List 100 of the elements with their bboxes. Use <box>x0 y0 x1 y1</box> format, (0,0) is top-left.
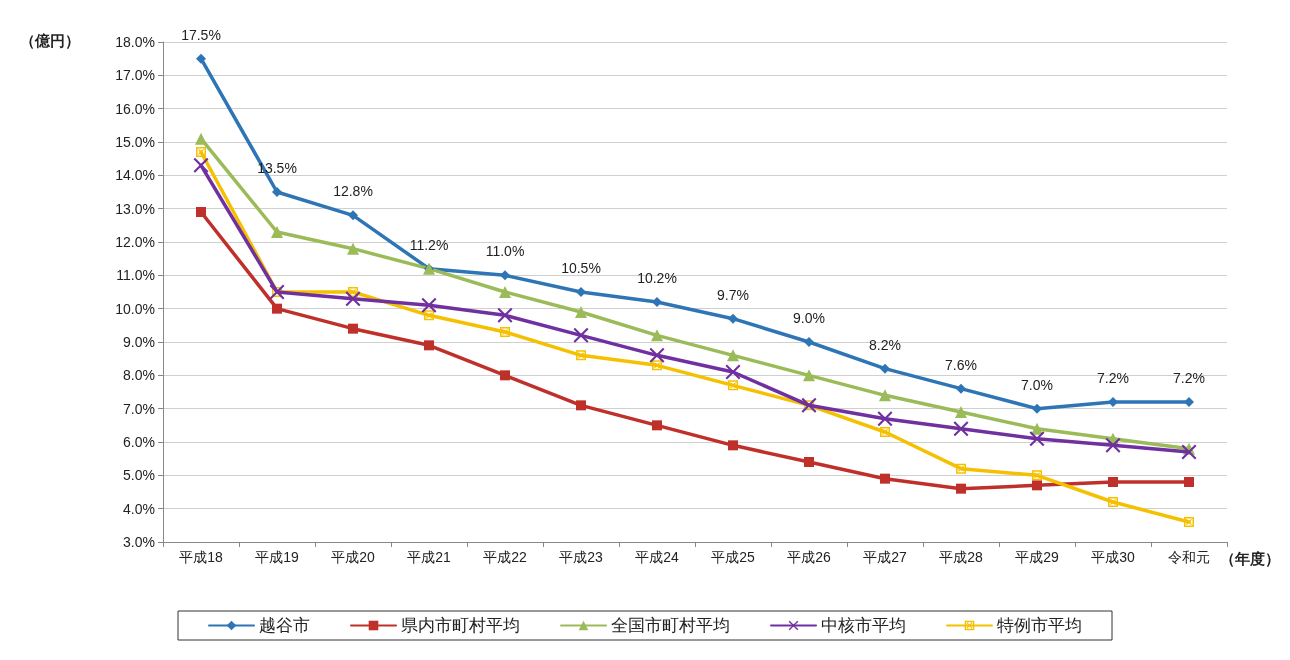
point <box>955 406 967 418</box>
point <box>651 329 663 342</box>
point <box>348 323 358 334</box>
point <box>1032 480 1042 491</box>
x-tick-label: 平成18 <box>179 549 223 565</box>
point <box>576 287 586 297</box>
point <box>880 427 890 437</box>
legend-label: 県内市町村平均 <box>401 616 520 635</box>
x-tick-label: 平成30 <box>1091 549 1135 565</box>
x-tick-label: 平成19 <box>255 549 299 565</box>
point <box>196 53 206 64</box>
x-tick-label: 平成28 <box>939 549 983 565</box>
point <box>196 207 206 217</box>
data-label: 17.5% <box>181 26 221 43</box>
point <box>879 389 891 402</box>
data-label: 9.7% <box>717 286 749 303</box>
data-label: 9.0% <box>793 310 825 326</box>
point <box>877 411 893 427</box>
data-label: 7.2% <box>1097 370 1129 386</box>
point <box>195 132 207 145</box>
y-tick-label: 12.0% <box>115 234 155 250</box>
point <box>727 349 739 362</box>
data-label: 7.2% <box>1173 370 1205 386</box>
point <box>728 313 738 324</box>
y-tick-label: 17.0% <box>115 67 155 84</box>
point <box>1184 397 1194 407</box>
legend-label: 全国市町村平均 <box>611 616 730 635</box>
legend-label: 特例市平均 <box>997 616 1082 635</box>
point <box>1029 431 1045 447</box>
data-label: 11.0% <box>485 243 525 260</box>
point <box>1032 470 1042 481</box>
x-axis-title: （年度） <box>1220 550 1280 567</box>
point <box>804 337 814 347</box>
point <box>272 187 282 197</box>
point <box>956 463 966 474</box>
point <box>725 364 741 380</box>
legend-label: 越谷市 <box>259 616 310 635</box>
y-tick-label: 16.0% <box>115 100 155 117</box>
y-tick-label: 9.0% <box>123 334 155 350</box>
point <box>272 303 282 314</box>
y-tick-label: 5.0% <box>123 467 155 484</box>
point <box>500 270 510 281</box>
x-tick-label: 平成20 <box>331 549 375 565</box>
point <box>424 340 434 351</box>
point <box>421 297 437 313</box>
y-axis-title: （億円） <box>20 32 80 49</box>
data-label: 12.8% <box>333 183 373 200</box>
x-tick-label: 令和元 <box>1168 549 1210 565</box>
point <box>575 306 587 318</box>
data-label: 7.0% <box>1021 376 1053 393</box>
point <box>728 380 738 391</box>
point <box>1108 497 1118 507</box>
point <box>271 226 283 238</box>
point <box>500 370 510 381</box>
point <box>576 350 586 361</box>
y-tick-label: 15.0% <box>115 134 155 150</box>
point <box>1108 477 1118 487</box>
point <box>573 327 589 343</box>
y-tick-label: 8.0% <box>123 367 155 384</box>
point <box>196 147 206 157</box>
x-tick-label: 平成27 <box>863 549 907 565</box>
point <box>193 157 209 173</box>
point <box>1105 437 1121 453</box>
point <box>1184 517 1194 527</box>
y-tick-label: 14.0% <box>115 167 155 184</box>
x-tick-label: 平成23 <box>559 549 603 565</box>
point <box>956 483 966 494</box>
point <box>804 457 814 467</box>
y-tick-label: 18.0% <box>115 34 155 50</box>
point <box>576 400 586 411</box>
point <box>953 421 969 437</box>
point <box>956 383 966 394</box>
x-tick-label: 平成21 <box>407 549 451 565</box>
y-tick-label: 10.0% <box>115 300 155 317</box>
data-label: 10.2% <box>637 270 677 286</box>
x-tick-label: 平成24 <box>635 549 679 565</box>
point <box>880 363 890 374</box>
point <box>499 286 511 298</box>
data-label: 11.2% <box>409 236 449 253</box>
x-tick-label: 平成25 <box>711 549 755 565</box>
point <box>1184 477 1194 487</box>
data-label: 7.6% <box>945 356 977 373</box>
y-tick-label: 7.0% <box>123 400 155 417</box>
point <box>348 210 358 221</box>
point <box>652 420 662 431</box>
point <box>347 242 359 255</box>
x-tick-label: 平成29 <box>1015 549 1059 565</box>
data-label: 10.5% <box>561 260 601 276</box>
point <box>1181 444 1197 460</box>
data-label: 8.2% <box>869 336 901 353</box>
legend-label: 中核市平均 <box>821 616 906 635</box>
point <box>1108 397 1118 407</box>
point <box>803 369 815 382</box>
y-tick-label: 11.0% <box>116 267 155 284</box>
point <box>345 291 361 307</box>
x-tick-label: 平成26 <box>787 549 831 565</box>
y-tick-label: 6.0% <box>123 434 155 450</box>
point <box>497 307 513 323</box>
point <box>652 360 662 371</box>
point <box>649 347 665 363</box>
